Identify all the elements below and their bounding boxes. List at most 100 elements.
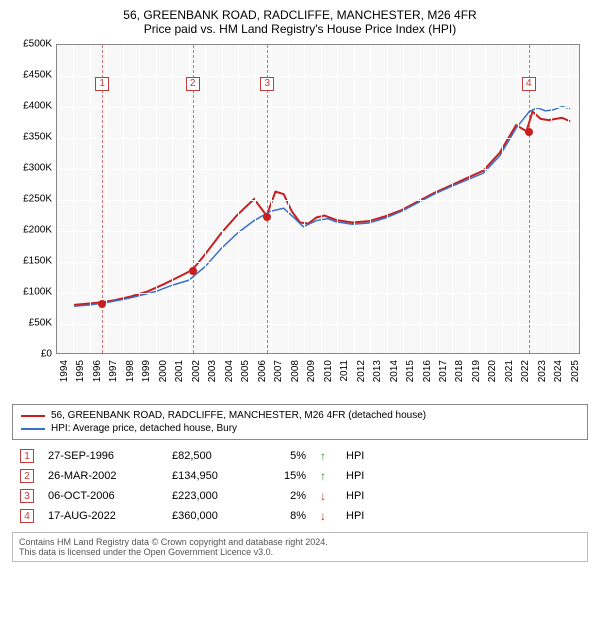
grid-v — [271, 45, 272, 353]
sales-hpi-label: HPI — [346, 470, 376, 482]
arrow-down-icon: ↓ — [320, 509, 332, 523]
legend-swatch-hpi — [21, 428, 45, 430]
grid-v — [288, 45, 289, 353]
x-tick-label: 2006 — [257, 360, 268, 382]
legend-label-hpi: HPI: Average price, detached house, Bury — [51, 423, 237, 434]
plot-area: 1 2 3 4 — [56, 44, 580, 354]
sale-marker-box: 2 — [186, 77, 200, 91]
grid-v — [387, 45, 388, 353]
x-tick-label: 2025 — [570, 360, 581, 382]
x-tick-label: 1994 — [59, 360, 70, 382]
x-tick-label: 1995 — [75, 360, 86, 382]
y-tick-label: £500K — [12, 39, 52, 50]
sales-row: 306-OCT-2006£223,0002%↓HPI — [12, 486, 588, 506]
footnote-line-1: Contains HM Land Registry data © Crown c… — [19, 537, 581, 547]
grid-v — [123, 45, 124, 353]
y-tick-label: £100K — [12, 287, 52, 298]
x-tick-label: 2001 — [174, 360, 185, 382]
y-tick-label: £0 — [12, 349, 52, 360]
sales-hpi-label: HPI — [346, 490, 376, 502]
x-tick-label: 2008 — [290, 360, 301, 382]
sale-dot — [98, 300, 106, 308]
sale-vline — [193, 45, 194, 353]
grid-h — [57, 262, 579, 263]
arrow-down-icon: ↓ — [320, 489, 332, 503]
x-tick-label: 2021 — [504, 360, 515, 382]
x-tick-label: 2004 — [224, 360, 235, 382]
sales-pct: 8% — [266, 510, 306, 522]
x-tick-label: 2014 — [389, 360, 400, 382]
y-tick-label: £350K — [12, 132, 52, 143]
sales-pct: 15% — [266, 470, 306, 482]
grid-v — [106, 45, 107, 353]
sales-idx: 2 — [20, 469, 34, 483]
sale-marker-box: 3 — [260, 77, 274, 91]
grid-v — [337, 45, 338, 353]
grid-v — [90, 45, 91, 353]
grid-v — [189, 45, 190, 353]
x-tick-label: 1998 — [125, 360, 136, 382]
sale-vline — [267, 45, 268, 353]
sales-price: £223,000 — [172, 490, 252, 502]
x-tick-label: 2023 — [537, 360, 548, 382]
grid-v — [172, 45, 173, 353]
grid-v — [73, 45, 74, 353]
x-tick-label: 2018 — [454, 360, 465, 382]
grid-v — [535, 45, 536, 353]
series-line-price_paid — [74, 112, 570, 305]
x-tick-label: 2016 — [422, 360, 433, 382]
sale-marker-box: 4 — [522, 77, 536, 91]
grid-h — [57, 76, 579, 77]
y-tick-label: £450K — [12, 70, 52, 81]
grid-v — [370, 45, 371, 353]
chart-area: 1234 £0£50K£100K£150K£200K£250K£300K£350… — [12, 40, 588, 400]
x-tick-label: 2019 — [471, 360, 482, 382]
sales-row: 417-AUG-2022£360,0008%↓HPI — [12, 506, 588, 526]
sales-price: £360,000 — [172, 510, 252, 522]
sales-row: 226-MAR-2002£134,95015%↑HPI — [12, 466, 588, 486]
grid-v — [551, 45, 552, 353]
grid-v — [156, 45, 157, 353]
x-tick-label: 2022 — [520, 360, 531, 382]
grid-h — [57, 200, 579, 201]
x-tick-label: 2003 — [207, 360, 218, 382]
sales-price: £134,950 — [172, 470, 252, 482]
x-tick-label: 1997 — [108, 360, 119, 382]
legend-row-hpi: HPI: Average price, detached house, Bury — [21, 422, 579, 435]
grid-h — [57, 293, 579, 294]
grid-v — [321, 45, 322, 353]
grid-v — [420, 45, 421, 353]
sales-row: 127-SEP-1996£82,5005%↑HPI — [12, 446, 588, 466]
sales-idx: 1 — [20, 449, 34, 463]
y-tick-label: £400K — [12, 101, 52, 112]
title-line-2: Price paid vs. HM Land Registry's House … — [12, 22, 588, 36]
chart-title-block: 56, GREENBANK ROAD, RADCLIFFE, MANCHESTE… — [12, 8, 588, 36]
grid-h — [57, 169, 579, 170]
sales-date: 26-MAR-2002 — [48, 470, 158, 482]
grid-v — [518, 45, 519, 353]
y-tick-label: £50K — [12, 318, 52, 329]
x-tick-label: 2020 — [487, 360, 498, 382]
grid-v — [222, 45, 223, 353]
x-tick-label: 2015 — [405, 360, 416, 382]
sales-date: 06-OCT-2006 — [48, 490, 158, 502]
grid-v — [436, 45, 437, 353]
sales-idx: 4 — [20, 509, 34, 523]
grid-v — [205, 45, 206, 353]
y-tick-label: £250K — [12, 194, 52, 205]
chart-lines-svg — [57, 45, 579, 353]
x-tick-label: 1999 — [141, 360, 152, 382]
arrow-up-icon: ↑ — [320, 449, 332, 463]
x-tick-label: 2009 — [306, 360, 317, 382]
grid-v — [452, 45, 453, 353]
x-tick-label: 2000 — [158, 360, 169, 382]
sales-table: 127-SEP-1996£82,5005%↑HPI 2 26-MAR-2002 £13… — [12, 446, 588, 526]
x-tick-label: 2012 — [356, 360, 367, 382]
sale-marker-box: 1 — [95, 77, 109, 91]
sales-date: 17-AUG-2022 — [48, 510, 158, 522]
grid-h — [57, 107, 579, 108]
legend-label-price-paid: 56, GREENBANK ROAD, RADCLIFFE, MANCHESTE… — [51, 410, 426, 421]
grid-v — [502, 45, 503, 353]
x-tick-label: 2017 — [438, 360, 449, 382]
grid-v — [485, 45, 486, 353]
